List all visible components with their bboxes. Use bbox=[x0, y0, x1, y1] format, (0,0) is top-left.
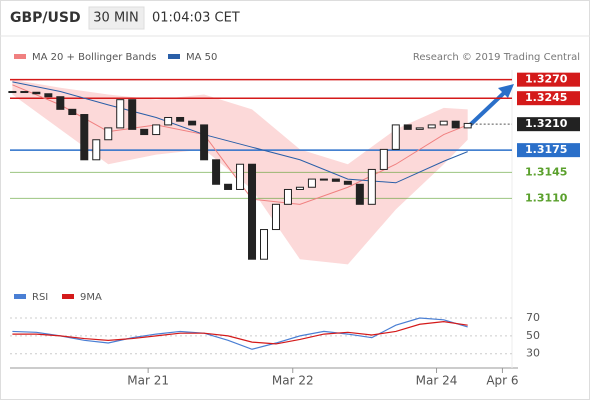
y-tick-label: 30 bbox=[526, 347, 540, 360]
indicator-line bbox=[12, 317, 468, 350]
candle bbox=[236, 163, 245, 190]
candle bbox=[367, 168, 376, 205]
x-tick-label: Mar 24 bbox=[416, 374, 458, 388]
legend-swatch bbox=[14, 294, 26, 299]
level-box bbox=[517, 143, 580, 158]
x-tick-label: Apr 6 bbox=[486, 374, 518, 388]
level-label: 1.3110 bbox=[525, 191, 568, 204]
candle bbox=[212, 159, 221, 185]
candle bbox=[32, 91, 41, 95]
candle bbox=[260, 229, 268, 260]
x-tick-label: Mar 22 bbox=[272, 374, 314, 388]
level-box bbox=[517, 91, 580, 106]
level-label: 1.3245 bbox=[525, 91, 567, 104]
candle bbox=[283, 188, 292, 205]
arrow-head bbox=[498, 84, 514, 98]
candle bbox=[379, 148, 388, 170]
y-tick-label: 70 bbox=[526, 311, 540, 324]
level-label: 1.3210 bbox=[525, 117, 568, 130]
candle bbox=[427, 124, 436, 129]
candle bbox=[271, 203, 280, 231]
legend-label: MA 20 + Bollinger Bands bbox=[32, 52, 156, 63]
candle bbox=[56, 96, 65, 110]
legend-label: MA 50 bbox=[186, 52, 217, 63]
candle bbox=[307, 178, 316, 188]
candle bbox=[152, 124, 161, 136]
candle bbox=[319, 178, 328, 181]
level-label: 1.3145 bbox=[525, 165, 567, 178]
candle bbox=[92, 139, 101, 161]
candle bbox=[188, 120, 197, 126]
level-label: 1.3270 bbox=[525, 73, 568, 86]
candle bbox=[295, 186, 304, 190]
candle bbox=[80, 114, 89, 161]
candle bbox=[44, 93, 53, 98]
legend-label: RSI bbox=[32, 292, 48, 303]
candle bbox=[439, 120, 448, 126]
candle bbox=[20, 91, 29, 94]
ma50 bbox=[12, 81, 468, 184]
candle bbox=[8, 91, 17, 94]
candle bbox=[415, 127, 424, 130]
candle bbox=[355, 183, 364, 205]
candle bbox=[176, 116, 185, 122]
level-box bbox=[517, 72, 580, 87]
candle bbox=[224, 183, 233, 190]
candle bbox=[164, 116, 173, 126]
symbol: GBP/USD bbox=[10, 10, 81, 26]
candle bbox=[463, 122, 472, 129]
level-box bbox=[517, 117, 580, 132]
interval: 30 MIN bbox=[93, 11, 138, 26]
legend-swatch bbox=[14, 54, 26, 59]
candle bbox=[451, 120, 460, 129]
time: 01:04:03 CET bbox=[152, 11, 240, 26]
candle bbox=[200, 124, 209, 161]
legend-label: 9MA bbox=[80, 292, 102, 303]
candle bbox=[116, 99, 125, 129]
candle bbox=[248, 163, 257, 260]
candle bbox=[104, 127, 113, 141]
y-tick-label: 50 bbox=[526, 329, 540, 342]
x-tick-label: Mar 21 bbox=[127, 374, 169, 388]
indicator-line bbox=[12, 320, 468, 345]
legend-swatch bbox=[62, 294, 74, 299]
legend-swatch bbox=[168, 54, 180, 59]
candle bbox=[331, 178, 340, 182]
level-label: 1.3175 bbox=[525, 143, 567, 156]
candle bbox=[68, 108, 77, 116]
candle bbox=[140, 128, 149, 136]
candle bbox=[343, 180, 352, 185]
source: Research © 2019 Trading Central bbox=[413, 52, 580, 63]
candle bbox=[128, 99, 137, 130]
candle bbox=[403, 124, 412, 130]
candle bbox=[391, 124, 400, 150]
interval-box bbox=[88, 6, 145, 30]
